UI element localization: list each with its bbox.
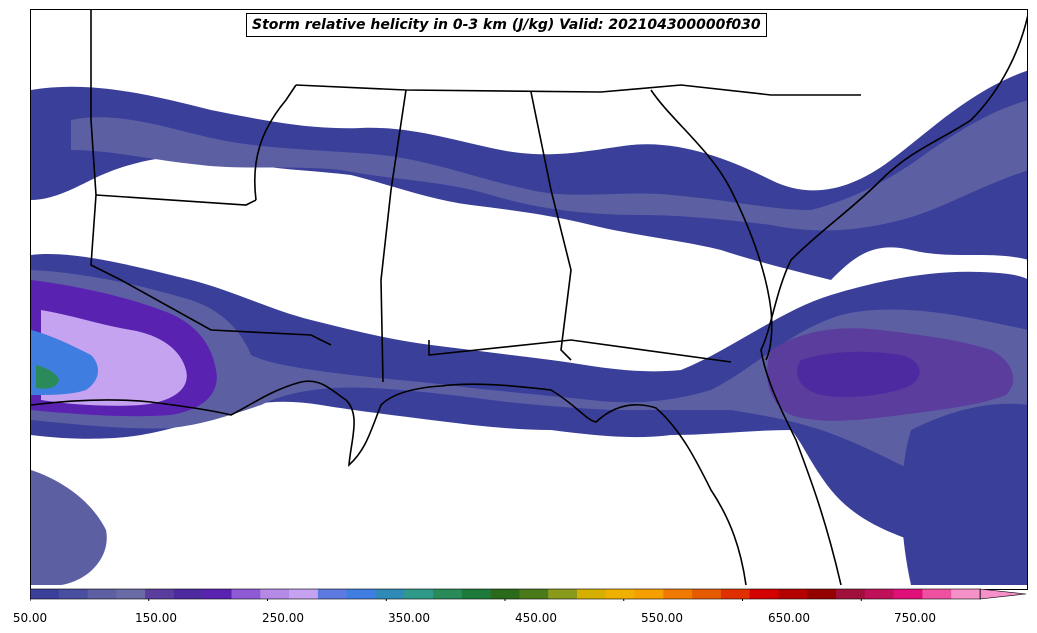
helicity-map bbox=[31, 10, 1027, 586]
colorbar-tick-label: 750.00 bbox=[894, 611, 936, 625]
state-border bbox=[295, 84, 861, 96]
colorbar-segment bbox=[605, 589, 636, 599]
colorbar-tick-label: 250.00 bbox=[262, 611, 304, 625]
helicity-region bbox=[36, 365, 59, 389]
colorbar-tick-label: 450.00 bbox=[515, 611, 557, 625]
plot-title: Storm relative helicity in 0-3 km (J/kg)… bbox=[246, 13, 767, 37]
colorbar-segment bbox=[778, 589, 808, 599]
colorbar-segment bbox=[922, 589, 952, 599]
colorbar-segment bbox=[807, 589, 837, 599]
colorbar-segment bbox=[375, 589, 405, 599]
helicity-region bbox=[901, 403, 1027, 585]
map-panel bbox=[30, 9, 1028, 590]
state-border bbox=[428, 339, 732, 363]
colorbar-segment bbox=[663, 589, 693, 599]
colorbar-segment bbox=[893, 589, 923, 599]
colorbar-segment bbox=[548, 589, 578, 599]
colorbar-segment bbox=[87, 589, 117, 599]
colorbar-segment bbox=[404, 589, 434, 599]
state-border bbox=[95, 194, 257, 206]
colorbar-segment bbox=[173, 589, 204, 599]
helicity-region bbox=[797, 351, 920, 397]
colorbar-segment bbox=[346, 589, 376, 599]
colorbar-segment bbox=[30, 589, 60, 599]
helicity-region bbox=[31, 70, 1027, 280]
colorbar-segment bbox=[720, 589, 751, 599]
colorbar-segment bbox=[576, 589, 607, 599]
colorbar-segment bbox=[490, 589, 520, 599]
colorbar-tick-label: 50.00 bbox=[12, 611, 48, 625]
colorbar-segment bbox=[461, 589, 492, 599]
colorbar-segment bbox=[749, 589, 779, 599]
boundaries-layer bbox=[31, 10, 1027, 586]
colorbar-segment bbox=[634, 589, 664, 599]
east-coastline bbox=[760, 15, 1027, 586]
coastline bbox=[31, 380, 747, 586]
colorbar-segment bbox=[58, 589, 89, 599]
colorbar-extend-arrow bbox=[979, 588, 1027, 600]
colorbar-tick-label: 150.00 bbox=[135, 611, 177, 625]
colorbar bbox=[30, 588, 1027, 601]
colorbar-segment bbox=[317, 589, 348, 599]
colorbar-segment bbox=[519, 589, 549, 599]
colorbar-segment bbox=[231, 589, 261, 599]
colorbar-segment bbox=[260, 589, 290, 599]
colorbar-segment bbox=[433, 589, 463, 599]
colorbar-tick-label: 350.00 bbox=[388, 611, 430, 625]
colorbar-segment bbox=[692, 589, 722, 599]
helicity-region bbox=[71, 100, 1027, 231]
colorbar-segment bbox=[836, 589, 866, 599]
state-border bbox=[90, 10, 332, 346]
colorbar-segment bbox=[145, 589, 175, 599]
helicity-region bbox=[31, 470, 107, 585]
state-border bbox=[380, 89, 407, 383]
colorbar-tick-label: 550.00 bbox=[641, 611, 683, 625]
colorbar-tick-label: 650.00 bbox=[768, 611, 810, 625]
colorbar-segment bbox=[864, 589, 895, 599]
colorbar-segment bbox=[951, 589, 981, 599]
state-border bbox=[530, 91, 572, 361]
state-border bbox=[253, 84, 297, 201]
helicity-fill-layer bbox=[31, 70, 1027, 585]
colorbar-segment bbox=[289, 589, 319, 599]
colorbar-segment bbox=[116, 589, 146, 599]
state-border bbox=[650, 89, 773, 361]
colorbar-segment bbox=[202, 589, 233, 599]
